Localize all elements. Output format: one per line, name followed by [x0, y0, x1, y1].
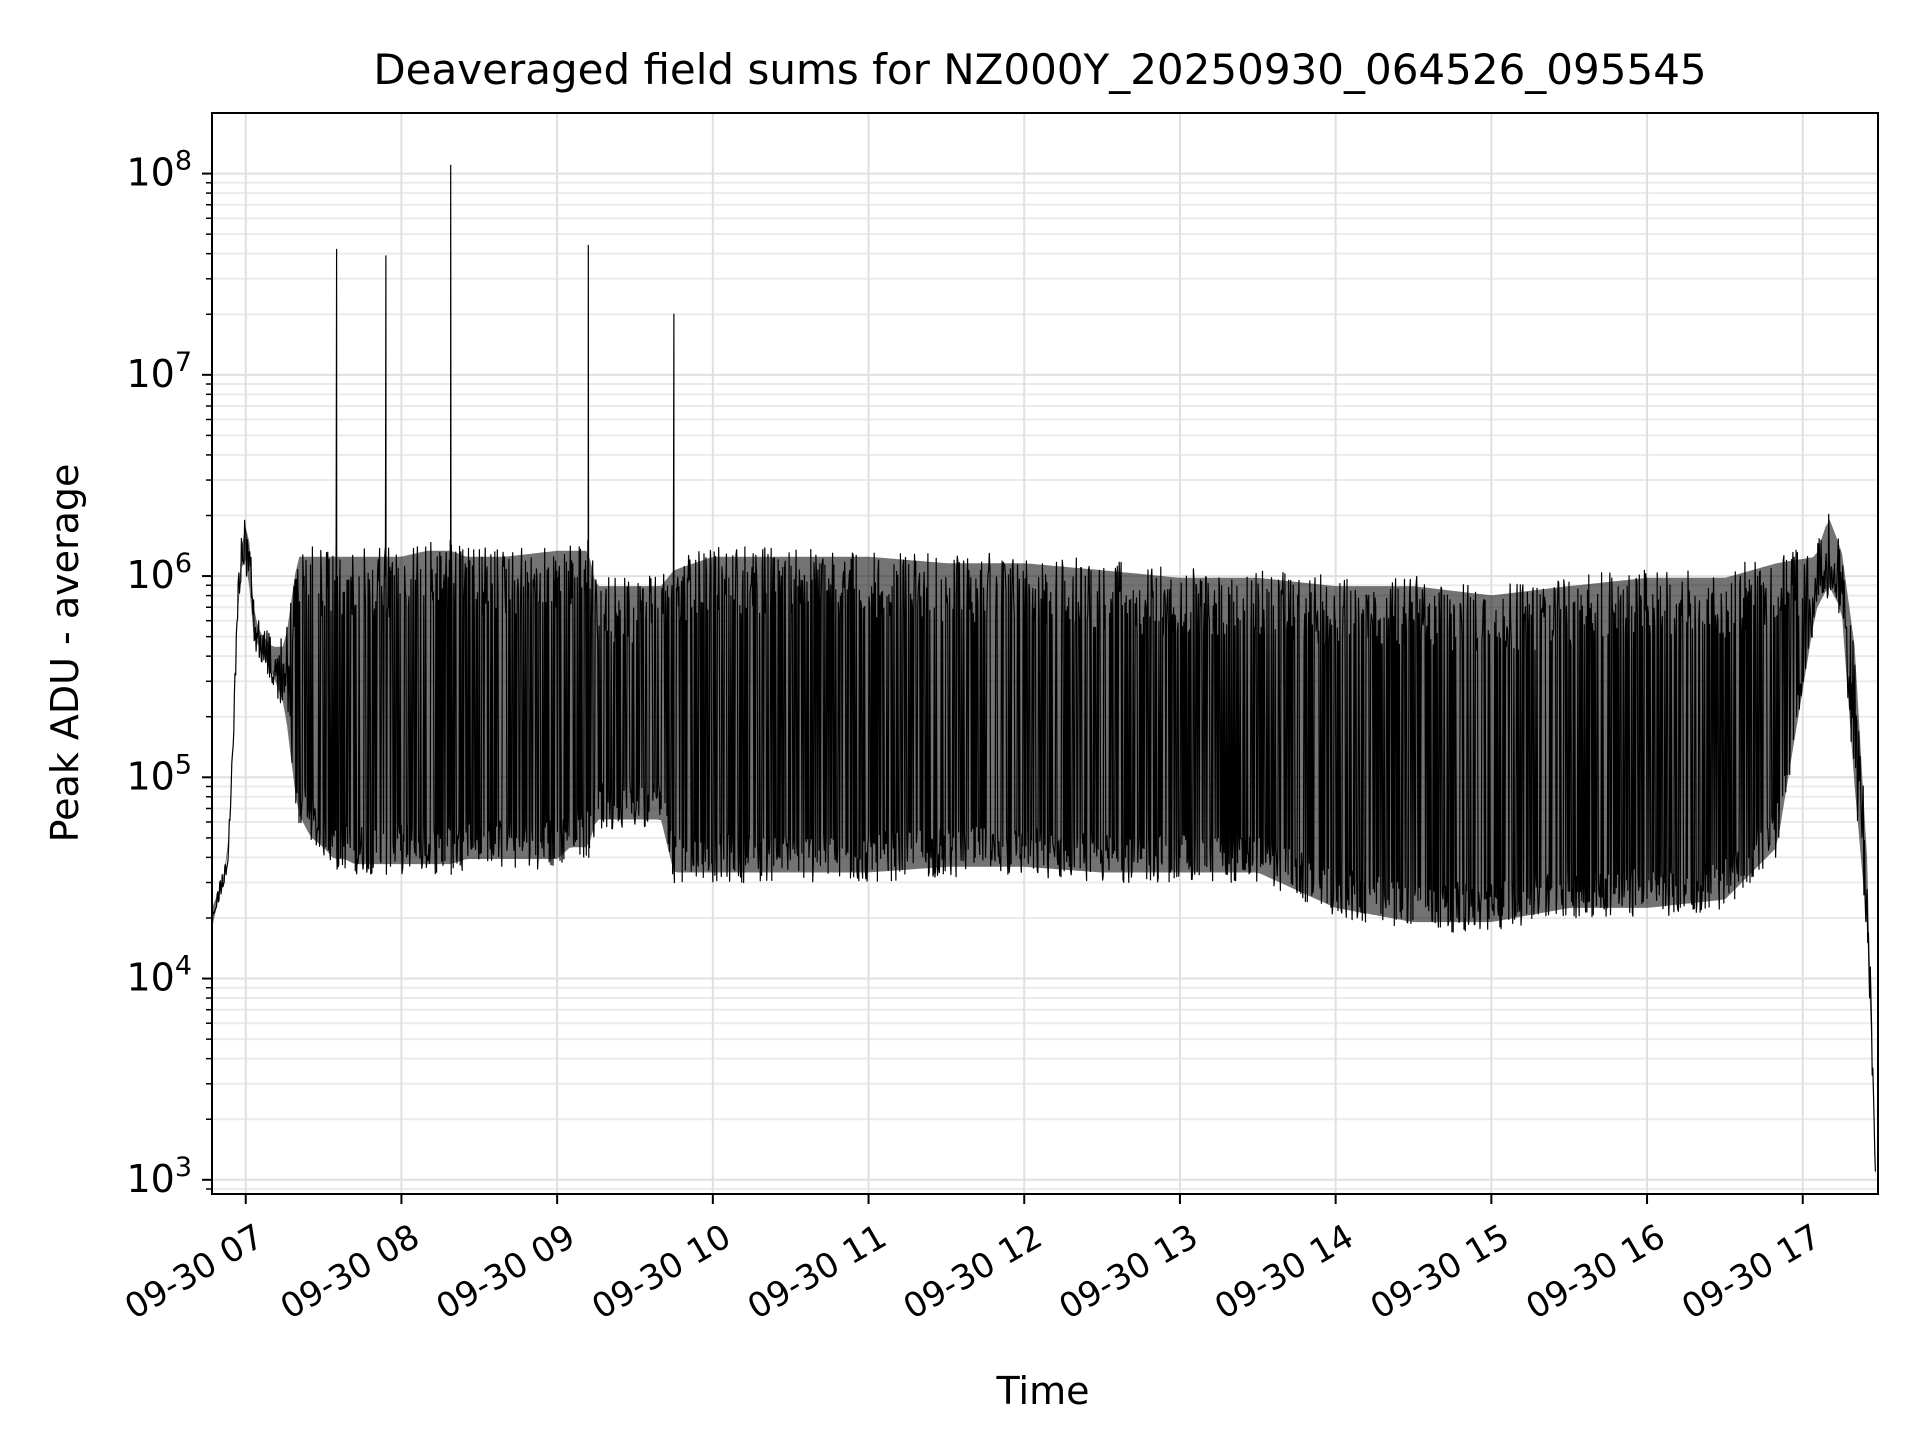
- chart-title: Deaveraged field sums for NZ000Y_2025093…: [373, 45, 1706, 94]
- y-axis-label: Peak ADU - average: [43, 464, 87, 843]
- y-tick-label: 107: [126, 347, 192, 396]
- y-tick-label: 104: [126, 951, 192, 1000]
- series-line: [211, 164, 1876, 1172]
- plot-frame: [211, 112, 1879, 1195]
- y-tick-label: 105: [126, 749, 192, 798]
- y-axis: 103 104 105 106 107 108: [126, 146, 212, 1201]
- y-tick-label: 108: [126, 146, 192, 195]
- x-axis-label: Time: [996, 1369, 1090, 1413]
- y-tick-label: 103: [126, 1152, 192, 1201]
- y-tick-label: 106: [126, 548, 192, 597]
